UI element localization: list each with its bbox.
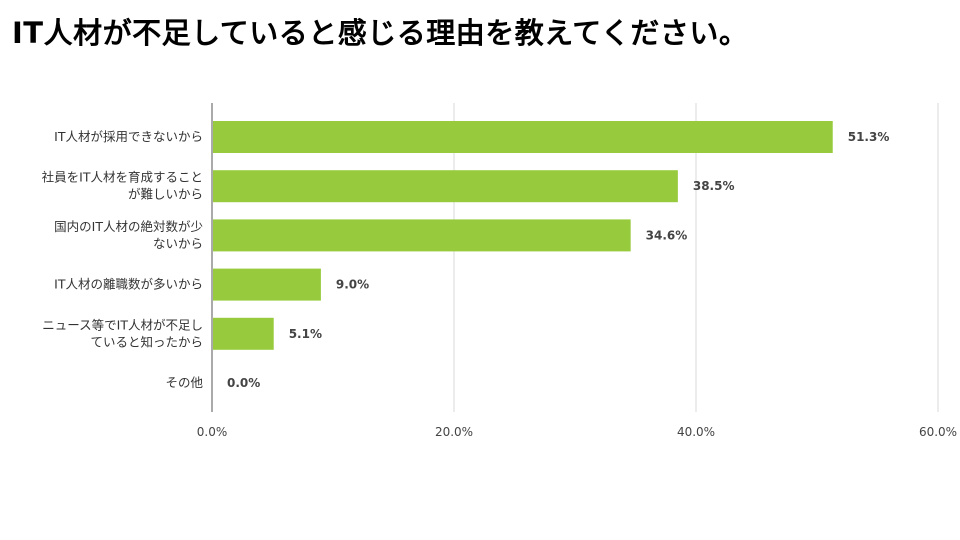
bar-0 [213, 121, 833, 153]
value-label-0: 51.3% [848, 130, 890, 144]
category-label-line: 社員をIT人材を育成すること [42, 170, 203, 185]
value-label-2: 34.6% [646, 228, 688, 242]
bar-2 [213, 219, 631, 252]
category-label-2: 国内のIT人材の絶対数が少ないから [54, 219, 203, 251]
x-tick-label-0: 0.0% [197, 425, 228, 439]
category-label-0: IT人材が採用できないから [54, 129, 203, 144]
category-label-4: ニュース等でIT人材が不足していると知ったから [42, 317, 203, 349]
grid-lines [453, 103, 939, 412]
category-label-line: 国内のIT人材の絶対数が少 [54, 219, 203, 234]
category-label-line: ニュース等でIT人材が不足し [42, 317, 203, 332]
category-label-3: IT人材の離職数が多いから [54, 277, 203, 292]
category-label-line: ていると知ったから [90, 334, 203, 349]
value-label-5: 0.0% [227, 376, 260, 390]
category-label-line: が難しいから [128, 187, 203, 202]
category-label-1: 社員をIT人材を育成することが難しいから [42, 170, 203, 202]
x-tick-label-3: 60.0% [919, 425, 957, 439]
bar-3 [213, 268, 321, 301]
value-label-1: 38.5% [693, 179, 735, 193]
x-tick-label-2: 40.0% [677, 425, 715, 439]
category-label-line: IT人材が採用できないから [54, 129, 203, 144]
x-tick-label-1: 20.0% [435, 425, 473, 439]
bar-1 [213, 170, 678, 203]
bars [213, 121, 833, 350]
value-label-3: 9.0% [336, 278, 369, 292]
category-labels: IT人材が採用できないから社員をIT人材を育成することが難しいから国内のIT人材… [42, 129, 204, 390]
x-tick-labels: 0.0% 20.0% 40.0% 60.0% [197, 425, 957, 439]
bar-4 [213, 317, 274, 350]
category-label-line: IT人材の離職数が多いから [54, 277, 203, 292]
value-labels: 51.3% 38.5% 34.6% 9.0% 5.1% 0.0% [227, 130, 889, 390]
category-label-line: その他 [165, 375, 203, 390]
value-label-4: 5.1% [289, 327, 322, 341]
category-label-5: その他 [165, 375, 203, 390]
page-title: IT人材が不足していると感じる理由を教えてください。 [12, 16, 749, 50]
category-label-line: ないから [153, 236, 203, 251]
